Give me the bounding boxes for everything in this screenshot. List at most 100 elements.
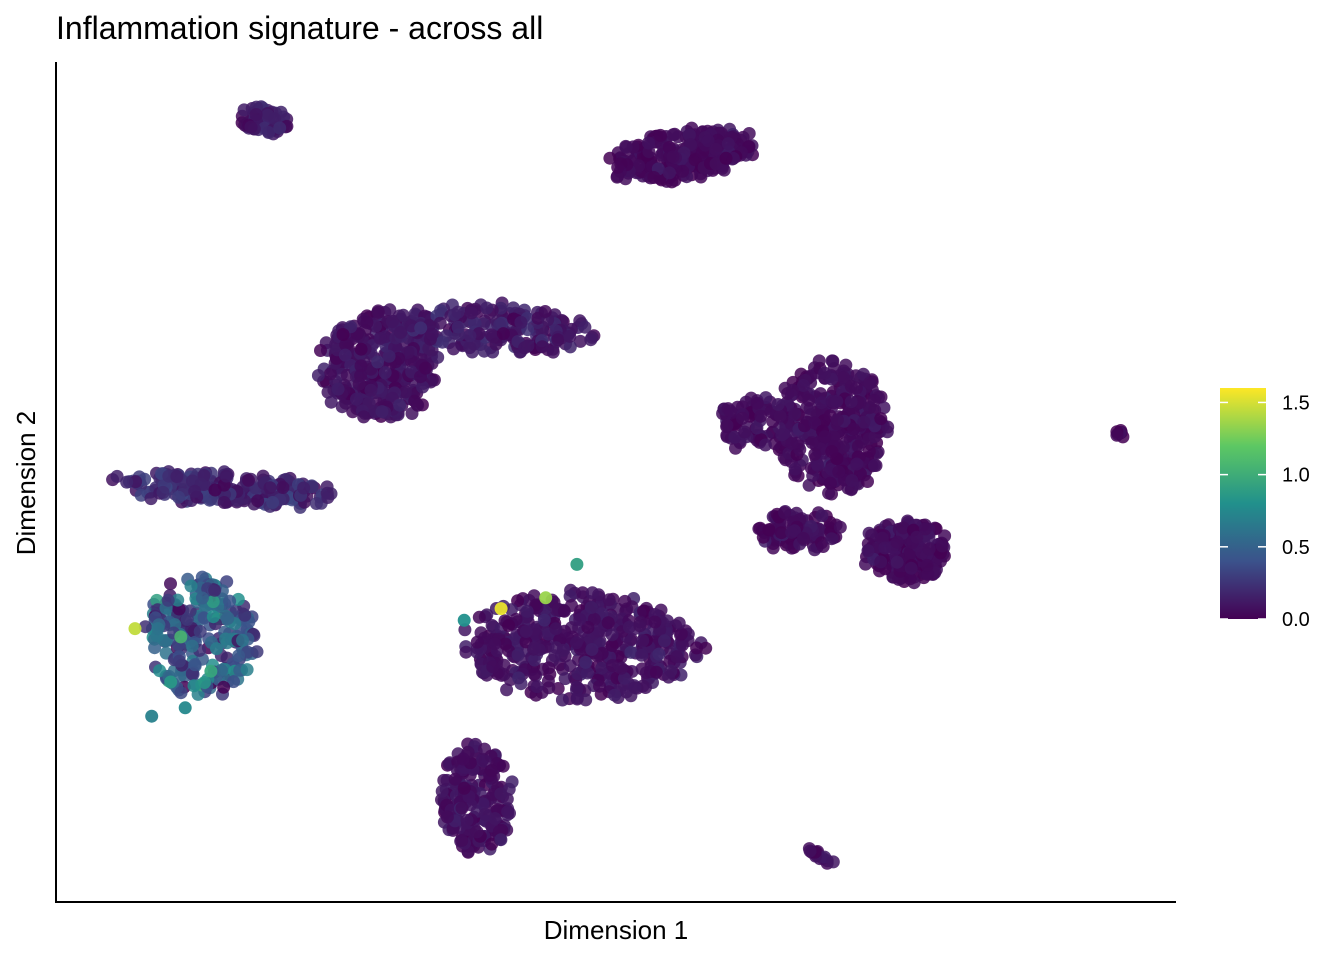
- scatter-point: [563, 340, 577, 354]
- points-layer: [106, 100, 1130, 870]
- scatter-point: [771, 398, 785, 411]
- scatter-point: [521, 339, 535, 353]
- scatter-point: [153, 664, 167, 678]
- scatter-point: [636, 634, 650, 648]
- scatter-point: [470, 825, 484, 839]
- x-axis-label: Dimension 1: [544, 915, 689, 945]
- scatter-point: [339, 338, 353, 352]
- scatter-point: [837, 371, 850, 384]
- scatter-point: [603, 151, 617, 165]
- scatter-point: [437, 773, 451, 787]
- scatter-point: [849, 381, 863, 395]
- scatter-point: [862, 444, 876, 458]
- scatter-point: [448, 772, 462, 786]
- scatter-point: [595, 661, 609, 675]
- scatter-point: [863, 376, 877, 390]
- scatter-point: [494, 833, 508, 847]
- scatter-point: [435, 335, 449, 349]
- colorbar-tick-label: 1.5: [1282, 392, 1310, 414]
- scatter-point: [477, 344, 491, 358]
- scatter-point: [573, 613, 587, 626]
- scatter-point: [750, 396, 764, 410]
- scatter-point: [383, 303, 397, 317]
- scatter-point: [331, 382, 345, 396]
- scatter-point: [419, 361, 433, 375]
- cluster-center-upper-body: [311, 303, 445, 424]
- scatter-point: [558, 672, 572, 686]
- scatter-point: [773, 409, 787, 423]
- scatter-point: [174, 630, 188, 644]
- scatter-point-high: [164, 675, 178, 689]
- scatter-point: [184, 579, 198, 593]
- scatter-point: [570, 691, 584, 705]
- scatter-point: [193, 625, 207, 638]
- scatter-point: [385, 315, 399, 329]
- scatter-point: [535, 340, 549, 354]
- scatter-point: [470, 635, 484, 649]
- scatter-point: [549, 622, 563, 636]
- scatter-point: [610, 170, 624, 184]
- scatter-point: [249, 108, 263, 121]
- scatter-point: [323, 367, 337, 381]
- scatter-point: [874, 412, 888, 426]
- scatter-point: [762, 523, 776, 537]
- scatter-point: [352, 377, 366, 391]
- scatter-point: [425, 327, 439, 341]
- scatter-point: [198, 676, 211, 689]
- scatter-point: [850, 457, 864, 471]
- scatter-point: [538, 305, 552, 318]
- scatter-point: [822, 486, 836, 500]
- scatter-point-high: [457, 613, 471, 627]
- scatter-point: [217, 496, 231, 509]
- scatter-point: [172, 654, 186, 668]
- scatter-point: [808, 416, 822, 430]
- scatter-point: [666, 128, 680, 142]
- scatter-point: [775, 428, 789, 442]
- scatter-point: [221, 611, 235, 625]
- scatter-point: [735, 411, 749, 425]
- scatter-point: [195, 570, 209, 584]
- scatter-point: [649, 665, 663, 679]
- scatter-point: [478, 754, 492, 768]
- scatter-point: [156, 485, 170, 499]
- scatter-point-high: [210, 642, 223, 656]
- scatter-point: [720, 418, 734, 432]
- scatter-point: [484, 764, 498, 778]
- cluster-center-bottom: [435, 737, 519, 859]
- scatter-point: [785, 436, 799, 450]
- scatter-point: [823, 476, 837, 490]
- scatter-point: [551, 682, 565, 695]
- scatter-point: [440, 810, 454, 824]
- scatter-point: [242, 473, 255, 487]
- scatter-point: [134, 488, 148, 502]
- scatter-point: [617, 671, 631, 685]
- scatter-point: [798, 419, 811, 433]
- scatter-point: [206, 595, 220, 609]
- cluster-right-upper: [769, 354, 895, 501]
- scatter-point: [815, 509, 829, 523]
- scatter-point: [830, 413, 844, 427]
- scatter-point: [170, 470, 184, 483]
- scatter-point: [171, 593, 185, 607]
- scatter-point: [825, 532, 839, 546]
- scatter-point: [758, 438, 772, 452]
- scatter-point: [565, 599, 578, 612]
- cluster-top-left-small: [235, 100, 294, 141]
- scatter-point: [396, 308, 410, 322]
- scatter-point: [608, 688, 622, 702]
- scatter-point: [250, 645, 264, 659]
- scatter-point: [922, 542, 936, 556]
- scatter-point: [144, 492, 158, 506]
- scatter-point: [266, 496, 280, 509]
- scatter-point: [321, 491, 335, 504]
- scatter-point: [236, 633, 249, 647]
- scatter-point: [496, 327, 510, 341]
- scatter-point: [486, 660, 500, 674]
- scatter-point: [699, 641, 713, 655]
- scatter-point: [825, 354, 839, 368]
- scatter-point: [826, 855, 840, 869]
- scatter-point: [321, 385, 335, 399]
- scatter-point: [874, 555, 888, 569]
- scatter-point: [642, 136, 655, 150]
